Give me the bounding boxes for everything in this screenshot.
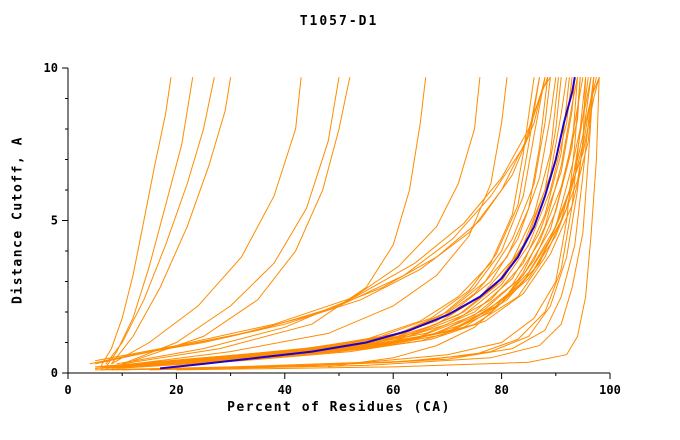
x-tick-label: 20 — [169, 383, 183, 397]
chart-title: T1057-D1 — [299, 14, 379, 29]
reference-curve — [159, 77, 576, 370]
x-tick-label: 60 — [386, 383, 400, 397]
model-curve — [95, 77, 581, 371]
model-curve — [100, 77, 570, 369]
model-curve — [111, 77, 592, 371]
model-curve — [105, 77, 578, 369]
model-curve — [100, 77, 172, 368]
model-curve — [89, 77, 540, 365]
model-curve — [122, 77, 508, 366]
model-curve — [111, 77, 557, 368]
model-curve — [100, 77, 551, 368]
model-curve — [122, 77, 427, 365]
model-curve — [328, 77, 578, 368]
model-curve — [94, 77, 546, 365]
model-curve — [105, 77, 549, 369]
x-tick-label: 80 — [494, 383, 508, 397]
x-axis-label: Percent of Residues (CA) — [227, 400, 451, 415]
model-curve — [105, 77, 194, 368]
model-curve — [132, 77, 351, 362]
model-curve — [111, 77, 573, 368]
model-curve — [127, 77, 597, 368]
model-curve — [122, 77, 576, 368]
y-tick-label: 10 — [44, 61, 58, 75]
model-curve — [105, 77, 562, 368]
model-curve — [122, 77, 595, 371]
x-tick-label: 0 — [64, 383, 71, 397]
model-curve — [122, 77, 589, 368]
x-tick-label: 100 — [599, 383, 621, 397]
model-curve — [116, 77, 595, 369]
x-tick-label: 40 — [278, 383, 292, 397]
model-curve — [105, 77, 215, 365]
y-tick-label: 0 — [51, 366, 58, 380]
model-curve — [127, 77, 584, 368]
model-curve — [116, 77, 481, 365]
model-curve — [116, 77, 568, 368]
model-curve — [111, 77, 232, 365]
model-curve — [149, 77, 595, 371]
model-curve — [111, 77, 302, 365]
model-curve — [176, 77, 600, 371]
model-curve — [95, 76, 551, 362]
model-curve — [122, 77, 340, 365]
y-tick-label: 5 — [51, 214, 58, 228]
